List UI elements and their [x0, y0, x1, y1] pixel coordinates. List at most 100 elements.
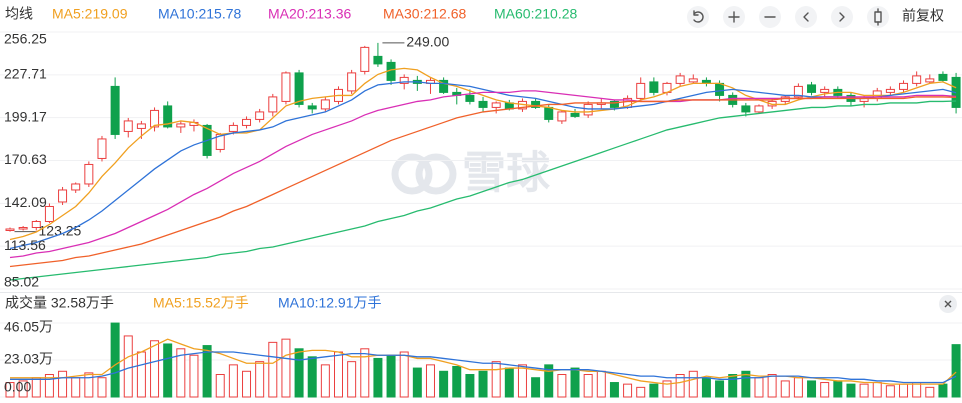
- zoom-out-button[interactable]: [759, 6, 781, 28]
- volume-bar: [846, 383, 856, 398]
- volume-bar: [636, 386, 646, 398]
- volume-title: 成交量 32.58万手: [5, 295, 114, 311]
- volume-bar: [176, 348, 186, 398]
- adjust-button[interactable]: 前复权: [902, 8, 944, 24]
- legend-entry: MA30:212.68: [383, 6, 466, 22]
- legend-entry: MA5:15.52万手: [153, 295, 249, 311]
- moving-average-line: [10, 351, 957, 384]
- candle-body: [320, 99, 330, 110]
- y-tick-label: 256.25: [4, 31, 47, 47]
- moving-average-line: [10, 338, 957, 385]
- volume-bar: [136, 351, 146, 398]
- candle-body: [18, 226, 28, 230]
- volume-bar: [688, 370, 698, 398]
- candle-body: [242, 118, 252, 126]
- candle-body: [925, 78, 935, 83]
- volume-bar: [925, 386, 935, 398]
- candle-body: [439, 79, 449, 93]
- volume-bar: [215, 374, 225, 398]
- close-volume-button[interactable]: [939, 295, 957, 313]
- volume-bar: [715, 380, 725, 398]
- candle-body: [899, 82, 909, 90]
- volume-bar: [544, 364, 554, 398]
- y-tick-label: 46.05万: [4, 319, 53, 335]
- candle-body: [44, 205, 54, 222]
- candle-body: [373, 55, 383, 65]
- panel-divider: [0, 292, 962, 293]
- volume-bar: [150, 340, 160, 398]
- volume-bar: [951, 344, 961, 398]
- watermark-logo: [391, 153, 433, 195]
- watermark-text: 雪球: [462, 149, 551, 198]
- volume-bar: [899, 383, 909, 398]
- volume-bar: [517, 364, 527, 398]
- y-tick-label: 0.00: [4, 379, 31, 395]
- candle-body: [938, 73, 948, 81]
- y-tick-label: 113.56: [4, 237, 46, 253]
- candle-body: [5, 228, 15, 231]
- volume-bar: [386, 354, 396, 398]
- candle-body: [307, 105, 317, 110]
- candle-body: [294, 72, 304, 105]
- reset-button[interactable]: [687, 6, 709, 28]
- volume-bar: [373, 357, 383, 398]
- candle-body: [136, 123, 146, 129]
- volume-bar: [452, 365, 462, 398]
- volume-bar: [163, 343, 173, 398]
- volume-bar: [623, 383, 633, 398]
- candle-body: [176, 123, 186, 128]
- candle-body: [58, 189, 68, 203]
- volume-bar: [334, 351, 343, 398]
- candle-body: [807, 84, 817, 93]
- volume-bar: [583, 374, 593, 398]
- volume-bar: [596, 370, 606, 398]
- y-tick-label: 170.63: [4, 151, 47, 167]
- annotation-label: 249.00: [406, 34, 449, 50]
- volume-bar: [255, 361, 265, 398]
- volume-bar: [242, 370, 252, 398]
- volume-bar: [399, 351, 409, 398]
- volume-bar: [439, 370, 449, 398]
- candle-type-button[interactable]: [867, 6, 889, 28]
- volume-bar: [31, 377, 41, 398]
- candle-body: [123, 120, 133, 132]
- volume-bar: [5, 382, 15, 398]
- volume-bar: [754, 377, 764, 398]
- volume-bar: [728, 374, 738, 398]
- candle-body: [255, 111, 265, 120]
- volume-bar: [557, 374, 567, 398]
- volume-bar: [58, 370, 68, 398]
- candle-body: [281, 72, 291, 102]
- volume-bar: [412, 367, 422, 398]
- volume-bar: [84, 372, 94, 398]
- y-tick-label: 142.09: [4, 194, 47, 210]
- candle-body: [793, 85, 803, 98]
- candle-body: [478, 100, 488, 108]
- volume-bar: [649, 383, 659, 398]
- candle-body: [609, 100, 619, 108]
- volume-bar: [44, 374, 54, 398]
- candle-body: [557, 111, 567, 122]
- y-tick-label: 227.71: [4, 66, 47, 82]
- annotation-label: 123.25: [39, 222, 82, 238]
- volume-bar: [701, 377, 711, 398]
- candle-body: [715, 82, 725, 96]
- volume-bar: [662, 380, 672, 398]
- prev-button[interactable]: [795, 6, 817, 28]
- candle-body: [465, 94, 475, 102]
- y-tick-label: 85.02: [4, 274, 39, 290]
- next-button[interactable]: [831, 6, 853, 28]
- volume-bar: [767, 374, 777, 398]
- candle-body: [544, 106, 554, 120]
- y-tick-label: 199.17: [4, 108, 47, 124]
- moving-average-line: [9, 81, 957, 250]
- volume-bar: [347, 361, 357, 398]
- volume-bar: [189, 354, 199, 398]
- candle-body: [163, 105, 173, 128]
- candle-body: [360, 46, 370, 72]
- volume-bar: [18, 380, 28, 398]
- candle-body: [110, 85, 120, 135]
- volume-bar: [478, 370, 488, 398]
- zoom-in-button[interactable]: [723, 6, 745, 28]
